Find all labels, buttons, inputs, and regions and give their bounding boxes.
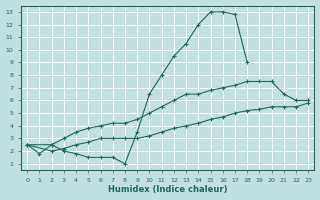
- X-axis label: Humidex (Indice chaleur): Humidex (Indice chaleur): [108, 185, 228, 194]
